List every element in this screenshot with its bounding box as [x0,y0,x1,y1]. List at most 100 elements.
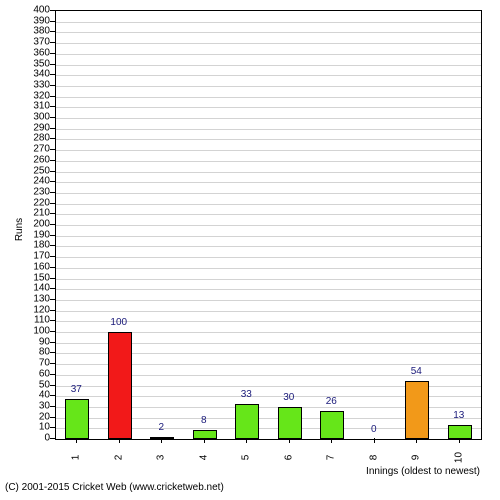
bar [320,411,344,439]
ytick-label: 270 [22,144,50,155]
ytick-label: 100 [22,326,50,337]
ytick-mark [50,395,55,396]
ytick-label: 240 [22,176,50,187]
bar [448,425,472,439]
ytick-mark [50,427,55,428]
ytick-mark [50,342,55,343]
xtick-label: 2 [113,455,124,461]
ytick-label: 310 [22,101,50,112]
gridline [56,139,481,140]
bar-value-label: 30 [283,392,294,403]
gridline [56,193,481,194]
xtick-mark [416,438,417,443]
ytick-mark [50,42,55,43]
ytick-label: 300 [22,112,50,123]
gridline [56,268,481,269]
ytick-mark [50,74,55,75]
gridline [56,86,481,87]
ytick-mark [50,438,55,439]
ytick-mark [50,385,55,386]
gridline [56,54,481,55]
ytick-label: 120 [22,304,50,315]
ytick-mark [50,31,55,32]
ytick-mark [50,320,55,321]
ytick-mark [50,224,55,225]
ytick-mark [50,10,55,11]
ytick-label: 370 [22,37,50,48]
ytick-mark [50,181,55,182]
gridline [56,182,481,183]
ytick-label: 390 [22,15,50,26]
ytick-label: 50 [22,379,50,390]
xtick-label: 4 [198,455,209,461]
bar-value-label: 2 [158,422,164,433]
xtick-label: 7 [326,455,337,461]
gridline [56,118,481,119]
bar [65,399,89,439]
ytick-label: 260 [22,154,50,165]
ytick-mark [50,267,55,268]
ytick-mark [50,278,55,279]
ytick-mark [50,96,55,97]
gridline [56,129,481,130]
ytick-mark [50,192,55,193]
bar-value-label: 0 [371,424,377,435]
bar [108,332,132,439]
bar-value-label: 100 [110,317,127,328]
ytick-mark [50,171,55,172]
ytick-mark [50,117,55,118]
ytick-mark [50,352,55,353]
ytick-mark [50,64,55,65]
ytick-label: 380 [22,26,50,37]
ytick-label: 150 [22,272,50,283]
ytick-mark [50,85,55,86]
gridline [56,32,481,33]
ytick-label: 320 [22,90,50,101]
bar [405,381,429,439]
gridline [56,172,481,173]
gridline [56,204,481,205]
xtick-label: 5 [241,455,252,461]
ytick-label: 340 [22,69,50,80]
xtick-mark [374,438,375,443]
ytick-label: 60 [22,368,50,379]
ytick-mark [50,299,55,300]
ytick-mark [50,256,55,257]
ytick-mark [50,235,55,236]
gridline [56,43,481,44]
xtick-label: 8 [368,455,379,461]
gridline [56,161,481,162]
ytick-mark [50,213,55,214]
ytick-label: 10 [22,422,50,433]
ytick-label: 20 [22,411,50,422]
ytick-label: 30 [22,400,50,411]
ytick-mark [50,288,55,289]
ytick-label: 210 [22,208,50,219]
gridline [56,225,481,226]
ytick-mark [50,406,55,407]
ytick-mark [50,106,55,107]
ytick-label: 230 [22,186,50,197]
gridline [56,279,481,280]
ytick-mark [50,149,55,150]
copyright-text: (C) 2001-2015 Cricket Web (www.cricketwe… [5,482,224,493]
gridline [56,97,481,98]
bar-value-label: 8 [201,415,207,426]
ytick-mark [50,138,55,139]
gridline [56,75,481,76]
ytick-label: 140 [22,283,50,294]
bar [235,404,259,439]
ytick-mark [50,331,55,332]
gridline [56,236,481,237]
ytick-label: 90 [22,336,50,347]
gridline [56,65,481,66]
ytick-mark [50,21,55,22]
xtick-mark [204,438,205,443]
ytick-label: 250 [22,165,50,176]
ytick-label: 360 [22,47,50,58]
xtick-label: 10 [453,452,464,463]
ytick-label: 180 [22,240,50,251]
gridline [56,22,481,23]
ytick-label: 220 [22,197,50,208]
ytick-mark [50,374,55,375]
